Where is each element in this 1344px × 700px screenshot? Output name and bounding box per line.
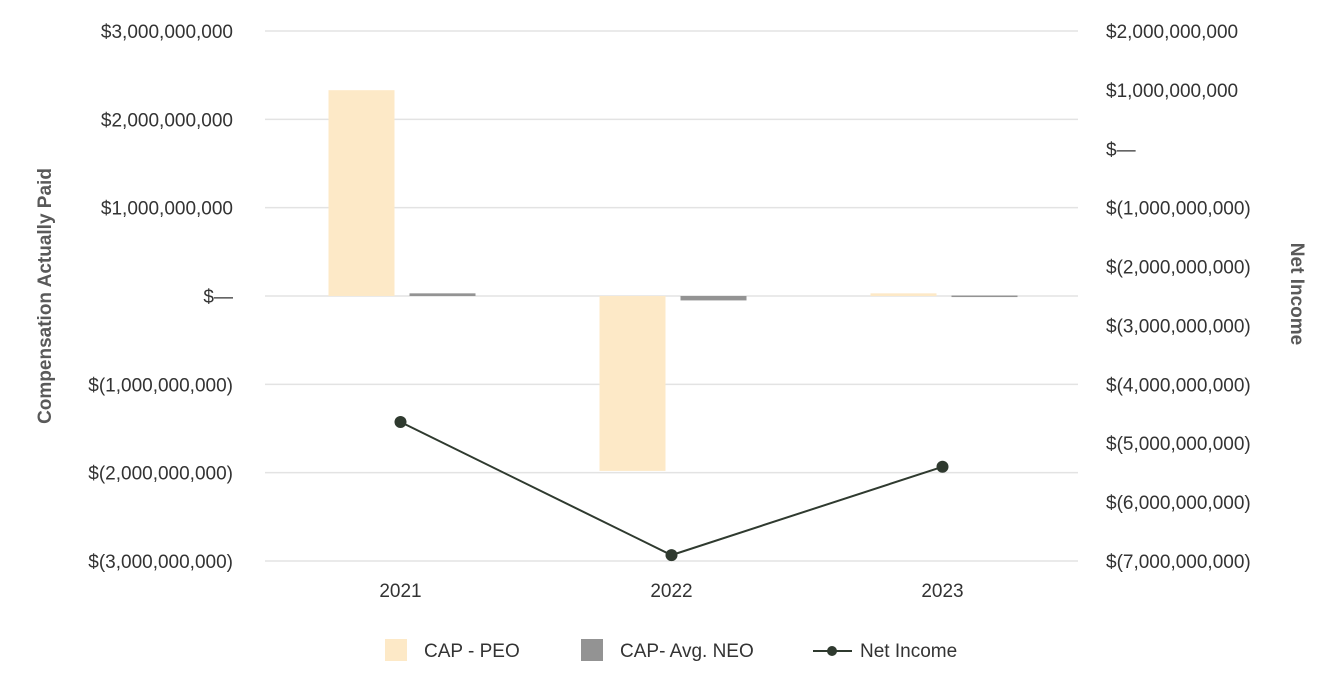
left-axis-title: Compensation Actually Paid xyxy=(35,168,56,424)
bar-cap-avg-neo xyxy=(409,293,476,296)
left-axis-ticks: $3,000,000,000 $2,000,000,000 $1,000,000,0… xyxy=(88,22,233,573)
right-tick-label: $(3,000,000,000) xyxy=(1106,316,1251,337)
gridlines xyxy=(265,30,1078,562)
left-tick-label: $(3,000,000,000) xyxy=(88,552,233,573)
left-tick-label: $(1,000,000,000) xyxy=(88,375,233,396)
right-tick-label: $(4,000,000,000) xyxy=(1106,375,1251,396)
x-tick-label: 2023 xyxy=(921,581,963,602)
legend: CAP - PEO CAP- Avg. NEO Net Income xyxy=(385,639,957,662)
left-tick-label: $1,000,000,000 xyxy=(101,199,233,220)
legend-label-cap-avg-neo: CAP- Avg. NEO xyxy=(620,641,754,662)
left-tick-label: $(2,000,000,000) xyxy=(88,464,233,485)
net-income-line-layer xyxy=(394,416,949,562)
legend-swatch-net-income-marker xyxy=(827,646,837,656)
right-tick-label: $(5,000,000,000) xyxy=(1106,434,1251,455)
bar-cap-peo xyxy=(599,296,666,471)
bar-cap-peo xyxy=(328,90,395,296)
bar-cap-avg-neo xyxy=(951,295,1018,298)
right-axis-ticks: $2,000,000,000 $1,000,000,000 $— $(1,000,00… xyxy=(1106,22,1251,573)
bar-cap-peo xyxy=(870,293,937,296)
left-tick-label: $2,000,000,000 xyxy=(101,110,233,131)
x-tick-label: 2021 xyxy=(379,581,421,602)
right-tick-label: $(1,000,000,000) xyxy=(1106,199,1251,220)
net-income-point xyxy=(394,416,407,429)
net-income-point xyxy=(665,549,678,562)
right-tick-label: $— xyxy=(1106,140,1136,161)
net-income-line xyxy=(400,421,943,557)
left-tick-label: $3,000,000,000 xyxy=(101,22,233,43)
x-axis-ticks: 2021 2022 2023 xyxy=(379,581,963,602)
bars xyxy=(328,90,1018,471)
right-tick-label: $(7,000,000,000) xyxy=(1106,552,1251,573)
legend-swatch-cap-peo xyxy=(385,639,407,661)
right-axis-title: Net Income xyxy=(1286,243,1307,345)
bar-cap-avg-neo xyxy=(680,296,747,301)
right-tick-label: $2,000,000,000 xyxy=(1106,22,1238,43)
legend-label-net-income: Net Income xyxy=(860,641,957,662)
right-tick-label: $(6,000,000,000) xyxy=(1106,493,1251,514)
left-tick-label: $— xyxy=(203,287,233,308)
right-tick-label: $1,000,000,000 xyxy=(1106,81,1238,102)
x-tick-label: 2022 xyxy=(650,581,692,602)
net-income-point xyxy=(936,460,949,473)
right-tick-label: $(2,000,000,000) xyxy=(1106,258,1251,279)
legend-swatch-cap-avg-neo xyxy=(581,639,603,661)
legend-label-cap-peo: CAP - PEO xyxy=(424,641,520,662)
